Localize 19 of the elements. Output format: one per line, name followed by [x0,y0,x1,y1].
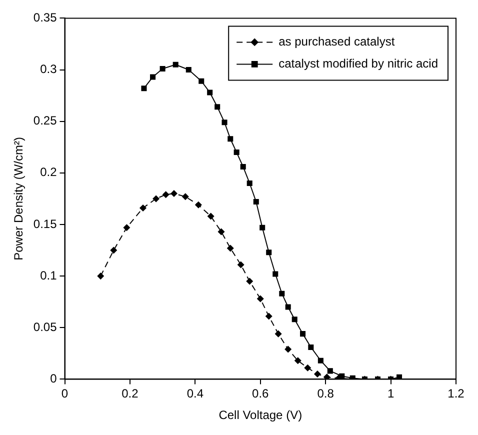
x-tick-label: 1.2 [448,386,465,401]
x-tick-label: 0.8 [317,386,334,401]
y-tick-label: 0.35 [33,10,58,25]
y-tick-label: 0.1 [40,268,58,282]
legend-label: catalyst modified by nitric acid [278,56,438,71]
x-tick-label: 0.2 [122,386,139,401]
y-tick-label: 0.25 [33,114,58,128]
y-tick-label: 0 [50,372,58,386]
y-tick-label: 0.05 [33,320,58,334]
legend-label: as purchased catalyst [278,34,396,49]
x-tick-label: 1 [387,386,394,401]
y-axis-title: Power Density (W/cm²) [12,137,26,260]
x-tick-label: 0 [61,386,68,401]
y-tick-label: 0.2 [40,165,58,180]
x-tick-label: 0.4 [186,386,204,401]
x-axis-title: Cell Voltage (V) [218,408,302,422]
y-tick-label: 0.3 [40,62,58,76]
x-tick-label: 0.6 [252,386,270,401]
y-tick-label: 0.15 [33,216,58,231]
